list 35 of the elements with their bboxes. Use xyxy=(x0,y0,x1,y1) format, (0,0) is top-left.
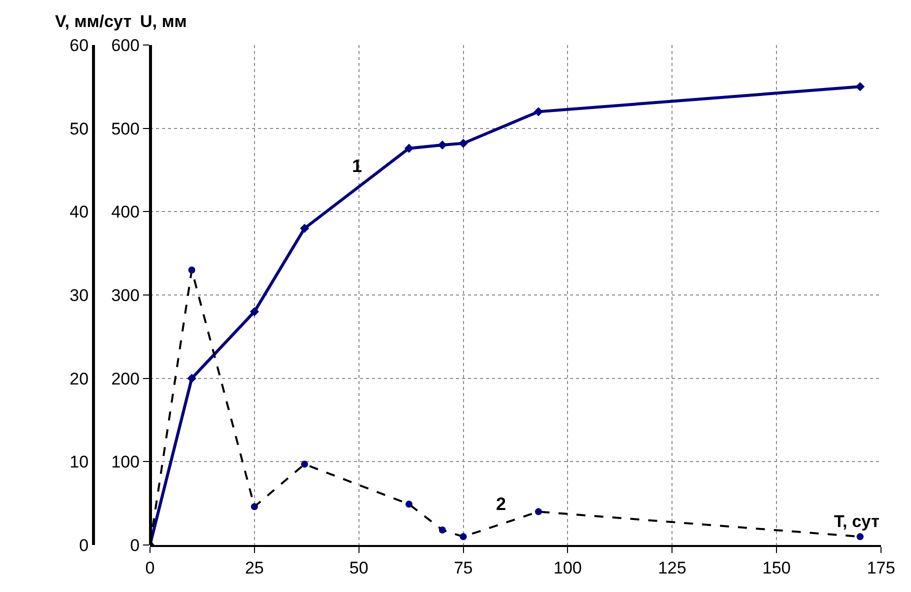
y2-tick-label: 40 xyxy=(70,202,89,222)
x-tick-label: 125 xyxy=(658,558,686,578)
point xyxy=(856,82,865,92)
x-tick-label: 25 xyxy=(244,558,264,578)
x-axis-title: T, сут xyxy=(834,512,880,531)
series-label: 1 xyxy=(352,156,362,176)
x-tick-label: 100 xyxy=(554,558,582,578)
y-axis-title: U, мм xyxy=(140,12,187,31)
x-tick-label: 175 xyxy=(866,558,896,578)
point xyxy=(300,224,310,233)
y-tick-label: 300 xyxy=(111,286,140,305)
series-label: 2 xyxy=(496,494,506,514)
y-tick-label: 200 xyxy=(111,369,140,388)
point xyxy=(458,138,468,148)
point xyxy=(404,144,414,153)
x-tick-label: 0 xyxy=(145,558,155,578)
x-tick-label: 75 xyxy=(454,558,473,578)
y2-axis-title: V, мм/сут xyxy=(55,12,132,31)
y2-tick-label: 60 xyxy=(70,36,89,55)
y-tick-label: 400 xyxy=(111,202,140,222)
y2-tick-label: 10 xyxy=(70,452,89,472)
y-tick-label: 500 xyxy=(111,119,140,138)
y2-tick-label: 20 xyxy=(70,369,89,388)
point xyxy=(438,140,447,150)
y-tick-label: 100 xyxy=(111,452,140,472)
y2-tick-label: 0 xyxy=(79,536,89,555)
point xyxy=(250,307,259,316)
y-tick-label: 0 xyxy=(130,536,140,555)
point xyxy=(187,374,196,383)
point xyxy=(534,107,544,116)
x-tick-label: 50 xyxy=(349,558,368,578)
y2-tick-label: 50 xyxy=(70,119,89,138)
x-tick-label: 150 xyxy=(762,558,791,578)
y-tick-label: 600 xyxy=(111,36,140,55)
y2-tick-label: 30 xyxy=(70,286,89,305)
